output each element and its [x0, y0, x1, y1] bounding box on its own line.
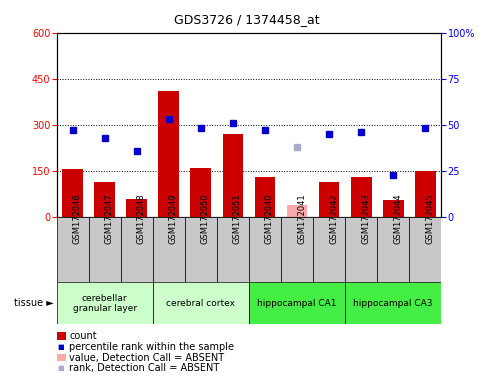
Text: GSM172049: GSM172049: [169, 193, 178, 243]
FancyBboxPatch shape: [249, 217, 281, 282]
FancyBboxPatch shape: [57, 217, 89, 282]
Bar: [286, 205, 308, 217]
Text: cerebral cortex: cerebral cortex: [167, 299, 235, 308]
Text: ■: ■: [58, 365, 65, 371]
FancyBboxPatch shape: [153, 217, 185, 282]
Text: hippocampal CA3: hippocampal CA3: [353, 299, 433, 308]
FancyBboxPatch shape: [313, 217, 345, 282]
Text: GSM172045: GSM172045: [425, 193, 434, 243]
FancyBboxPatch shape: [217, 217, 249, 282]
Bar: [318, 182, 340, 217]
Text: GSM172050: GSM172050: [201, 193, 210, 243]
FancyBboxPatch shape: [121, 217, 153, 282]
Text: count: count: [69, 331, 97, 341]
Bar: [158, 91, 179, 217]
Bar: [153, 282, 249, 324]
Bar: [249, 282, 345, 324]
Bar: [126, 199, 147, 217]
Bar: [345, 282, 441, 324]
FancyBboxPatch shape: [345, 217, 377, 282]
Text: GSM172040: GSM172040: [265, 193, 274, 243]
Text: tissue ►: tissue ►: [14, 298, 54, 308]
Text: GSM172048: GSM172048: [137, 193, 146, 243]
Bar: [190, 168, 211, 217]
Text: GSM172041: GSM172041: [297, 193, 306, 243]
Bar: [222, 134, 244, 217]
Text: GSM172044: GSM172044: [393, 193, 402, 243]
Bar: [351, 177, 372, 217]
Text: GSM172051: GSM172051: [233, 193, 242, 243]
Bar: [62, 169, 83, 217]
FancyBboxPatch shape: [377, 217, 409, 282]
FancyBboxPatch shape: [281, 217, 313, 282]
Bar: [57, 282, 153, 324]
Text: percentile rank within the sample: percentile rank within the sample: [69, 342, 234, 352]
Text: GSM172043: GSM172043: [361, 193, 370, 243]
Text: GSM172046: GSM172046: [73, 193, 82, 243]
FancyBboxPatch shape: [89, 217, 121, 282]
FancyBboxPatch shape: [409, 217, 441, 282]
Text: cerebellar
granular layer: cerebellar granular layer: [72, 294, 137, 313]
Bar: [383, 200, 404, 217]
Text: ■: ■: [58, 344, 65, 350]
Text: GSM172042: GSM172042: [329, 193, 338, 243]
Text: GDS3726 / 1374458_at: GDS3726 / 1374458_at: [174, 13, 319, 26]
Bar: [94, 182, 115, 217]
Text: value, Detection Call = ABSENT: value, Detection Call = ABSENT: [69, 353, 224, 362]
Text: GSM172047: GSM172047: [105, 193, 114, 243]
Text: hippocampal CA1: hippocampal CA1: [257, 299, 337, 308]
FancyBboxPatch shape: [185, 217, 217, 282]
Bar: [254, 177, 276, 217]
Bar: [415, 171, 436, 217]
Text: rank, Detection Call = ABSENT: rank, Detection Call = ABSENT: [69, 363, 219, 373]
